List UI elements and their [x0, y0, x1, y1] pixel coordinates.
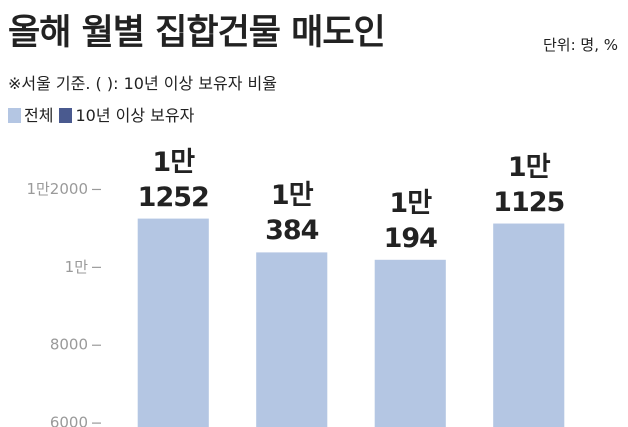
- legend-swatch: [8, 108, 21, 123]
- value-label: 1만 384: [265, 180, 319, 247]
- legend: 전체 10년 이상 보유자: [8, 102, 194, 126]
- y-tick-label: 1만2000: [26, 180, 88, 198]
- unit-label: 단위: 명, %: [542, 36, 618, 54]
- legend-item: 전체: [8, 102, 53, 126]
- value-label: 1만 1125: [493, 151, 565, 218]
- legend-item: 10년 이상 보유자: [59, 102, 194, 126]
- y-tick-label: 6000: [50, 414, 88, 427]
- bar: [137, 218, 209, 427]
- legend-label: 전체: [24, 106, 54, 125]
- bar: [374, 259, 446, 427]
- legend-swatch: [59, 108, 73, 123]
- legend-label: 10년 이상 보유자: [75, 106, 195, 125]
- value-label: 1만 1252: [137, 146, 210, 213]
- note: ※서울 기준. ( ): 10년 이상 보유자 비율: [8, 74, 277, 93]
- value-label: 1만 194: [383, 187, 438, 254]
- bar: [493, 223, 565, 427]
- chart-title: 올해 월별 집합건물 매도인: [8, 13, 386, 53]
- y-tick-label: 1만: [65, 258, 89, 276]
- bar: [256, 252, 328, 427]
- y-tick-label: 8000: [50, 336, 88, 354]
